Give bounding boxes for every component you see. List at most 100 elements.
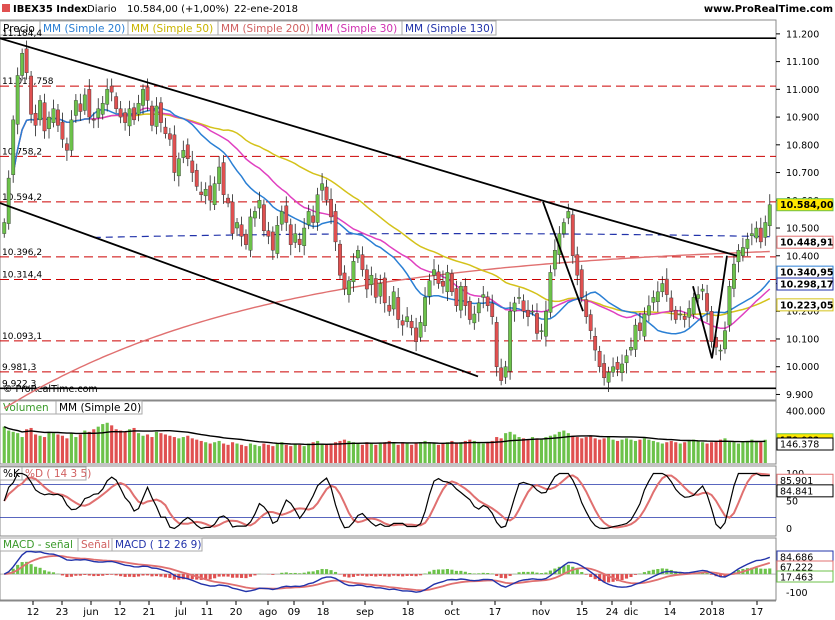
- volume-bar: [441, 443, 445, 463]
- candle-body: [552, 250, 557, 270]
- candle-body: [535, 313, 539, 334]
- candle-body: [311, 215, 316, 223]
- legend-ma50: MM (Simple 50): [131, 23, 213, 35]
- candle-body: [208, 185, 213, 201]
- candle-body: [248, 216, 253, 251]
- macd-histogram-bar: [222, 574, 226, 577]
- candle-body: [69, 119, 74, 151]
- volume-bar: [392, 443, 396, 463]
- candle-body: [517, 297, 521, 299]
- volume-bar: [163, 434, 167, 463]
- candle-body: [114, 96, 119, 109]
- legend-tab-vol-ma[interactable]: [55, 400, 143, 415]
- volume-bar: [656, 442, 660, 463]
- volume-bar: [598, 439, 602, 463]
- candle-body: [302, 227, 307, 246]
- header: IBEX35 Index Diario 10.584,00 (+1,00%) 2…: [2, 4, 833, 15]
- volume-bar: [763, 439, 767, 463]
- macd-histogram-bar: [633, 574, 638, 575]
- candle-body: [235, 222, 239, 229]
- volume-bar: [495, 437, 499, 463]
- candle-body: [356, 250, 360, 259]
- macd-histogram-bar: [651, 569, 655, 575]
- candle-body: [65, 143, 69, 151]
- volume-bar: [47, 431, 51, 463]
- volume-bar: [222, 443, 226, 463]
- macd-histogram-bar: [190, 574, 194, 580]
- macd-histogram-bar: [163, 574, 167, 578]
- macd-histogram-bar: [553, 568, 557, 575]
- volume-bar: [486, 442, 490, 463]
- trendline: [0, 37, 561, 207]
- stoch-legend: %K %D ( 14 3 5): [0, 466, 91, 481]
- price-value-box: [776, 277, 834, 291]
- candle-body: [145, 86, 150, 101]
- macd-histogram-bar: [768, 568, 772, 575]
- candle-body: [499, 367, 504, 381]
- macd-histogram-bar: [705, 572, 709, 575]
- price-y-tick-label: 10.100: [786, 334, 819, 345]
- macd-histogram-bar: [454, 570, 458, 575]
- macd-histogram-bar: [504, 574, 508, 579]
- volume-bar: [674, 442, 678, 463]
- legend-tab-ma130[interactable]: [401, 20, 497, 36]
- volume-bar: [365, 442, 369, 463]
- trendline: [711, 255, 728, 359]
- volume-bar: [378, 443, 382, 463]
- volume-bar: [709, 442, 714, 463]
- candle-body: [476, 302, 481, 314]
- candle-body: [239, 224, 244, 237]
- volume-bar: [463, 440, 467, 463]
- candle-body: [405, 316, 410, 322]
- candle-body: [293, 233, 298, 243]
- ma130-line: [93, 233, 770, 239]
- level-label: 10.396,2: [2, 248, 42, 258]
- candle-body: [485, 296, 490, 306]
- candle-body: [579, 269, 584, 298]
- candle-body: [539, 330, 544, 332]
- candle-body: [767, 204, 772, 227]
- candle-body: [132, 107, 136, 121]
- volume-bar: [468, 439, 472, 463]
- volume-bar: [7, 430, 11, 463]
- price-y-tick-label: 11.000: [786, 85, 819, 96]
- candle-body: [100, 103, 105, 115]
- x-tick-label: sep: [356, 607, 374, 618]
- candle-body: [15, 75, 20, 125]
- volume-bar: [271, 446, 275, 463]
- candle-body: [624, 355, 629, 364]
- candle-body: [588, 314, 593, 331]
- volume-bar: [526, 439, 530, 463]
- candle-body: [445, 272, 450, 293]
- macd-histogram-bar: [168, 574, 172, 578]
- candle-body: [687, 308, 692, 318]
- volume-bar: [369, 443, 373, 463]
- volume-bar: [508, 431, 512, 463]
- volume-bar: [548, 435, 552, 463]
- candle-body: [763, 222, 768, 238]
- candle-body: [105, 89, 110, 105]
- macd-histogram-bar: [759, 568, 763, 575]
- site-label: www.ProRealTime.com: [704, 4, 833, 15]
- macd-value-text: 17.463: [780, 573, 813, 584]
- volume-bar: [168, 435, 172, 463]
- candle-body: [736, 250, 741, 263]
- macd-histogram-bar: [150, 574, 154, 577]
- candle-body: [745, 238, 750, 249]
- candle-body: [60, 121, 65, 140]
- candle-body: [24, 48, 29, 73]
- macd-histogram-bar: [436, 569, 441, 575]
- volume-bar: [78, 434, 82, 463]
- legend-tab-macd[interactable]: [111, 537, 203, 552]
- price-value-text: 10.223,05: [780, 300, 834, 311]
- candle-body: [633, 324, 638, 350]
- candle-body: [749, 233, 754, 236]
- macd-histogram-bar: [365, 574, 369, 577]
- macd-histogram-bar: [360, 574, 364, 576]
- macd-histogram-bar: [159, 574, 163, 577]
- candle-body: [373, 278, 378, 298]
- volume-bar: [208, 443, 212, 463]
- candle-body: [333, 211, 338, 243]
- candle-body: [91, 119, 96, 121]
